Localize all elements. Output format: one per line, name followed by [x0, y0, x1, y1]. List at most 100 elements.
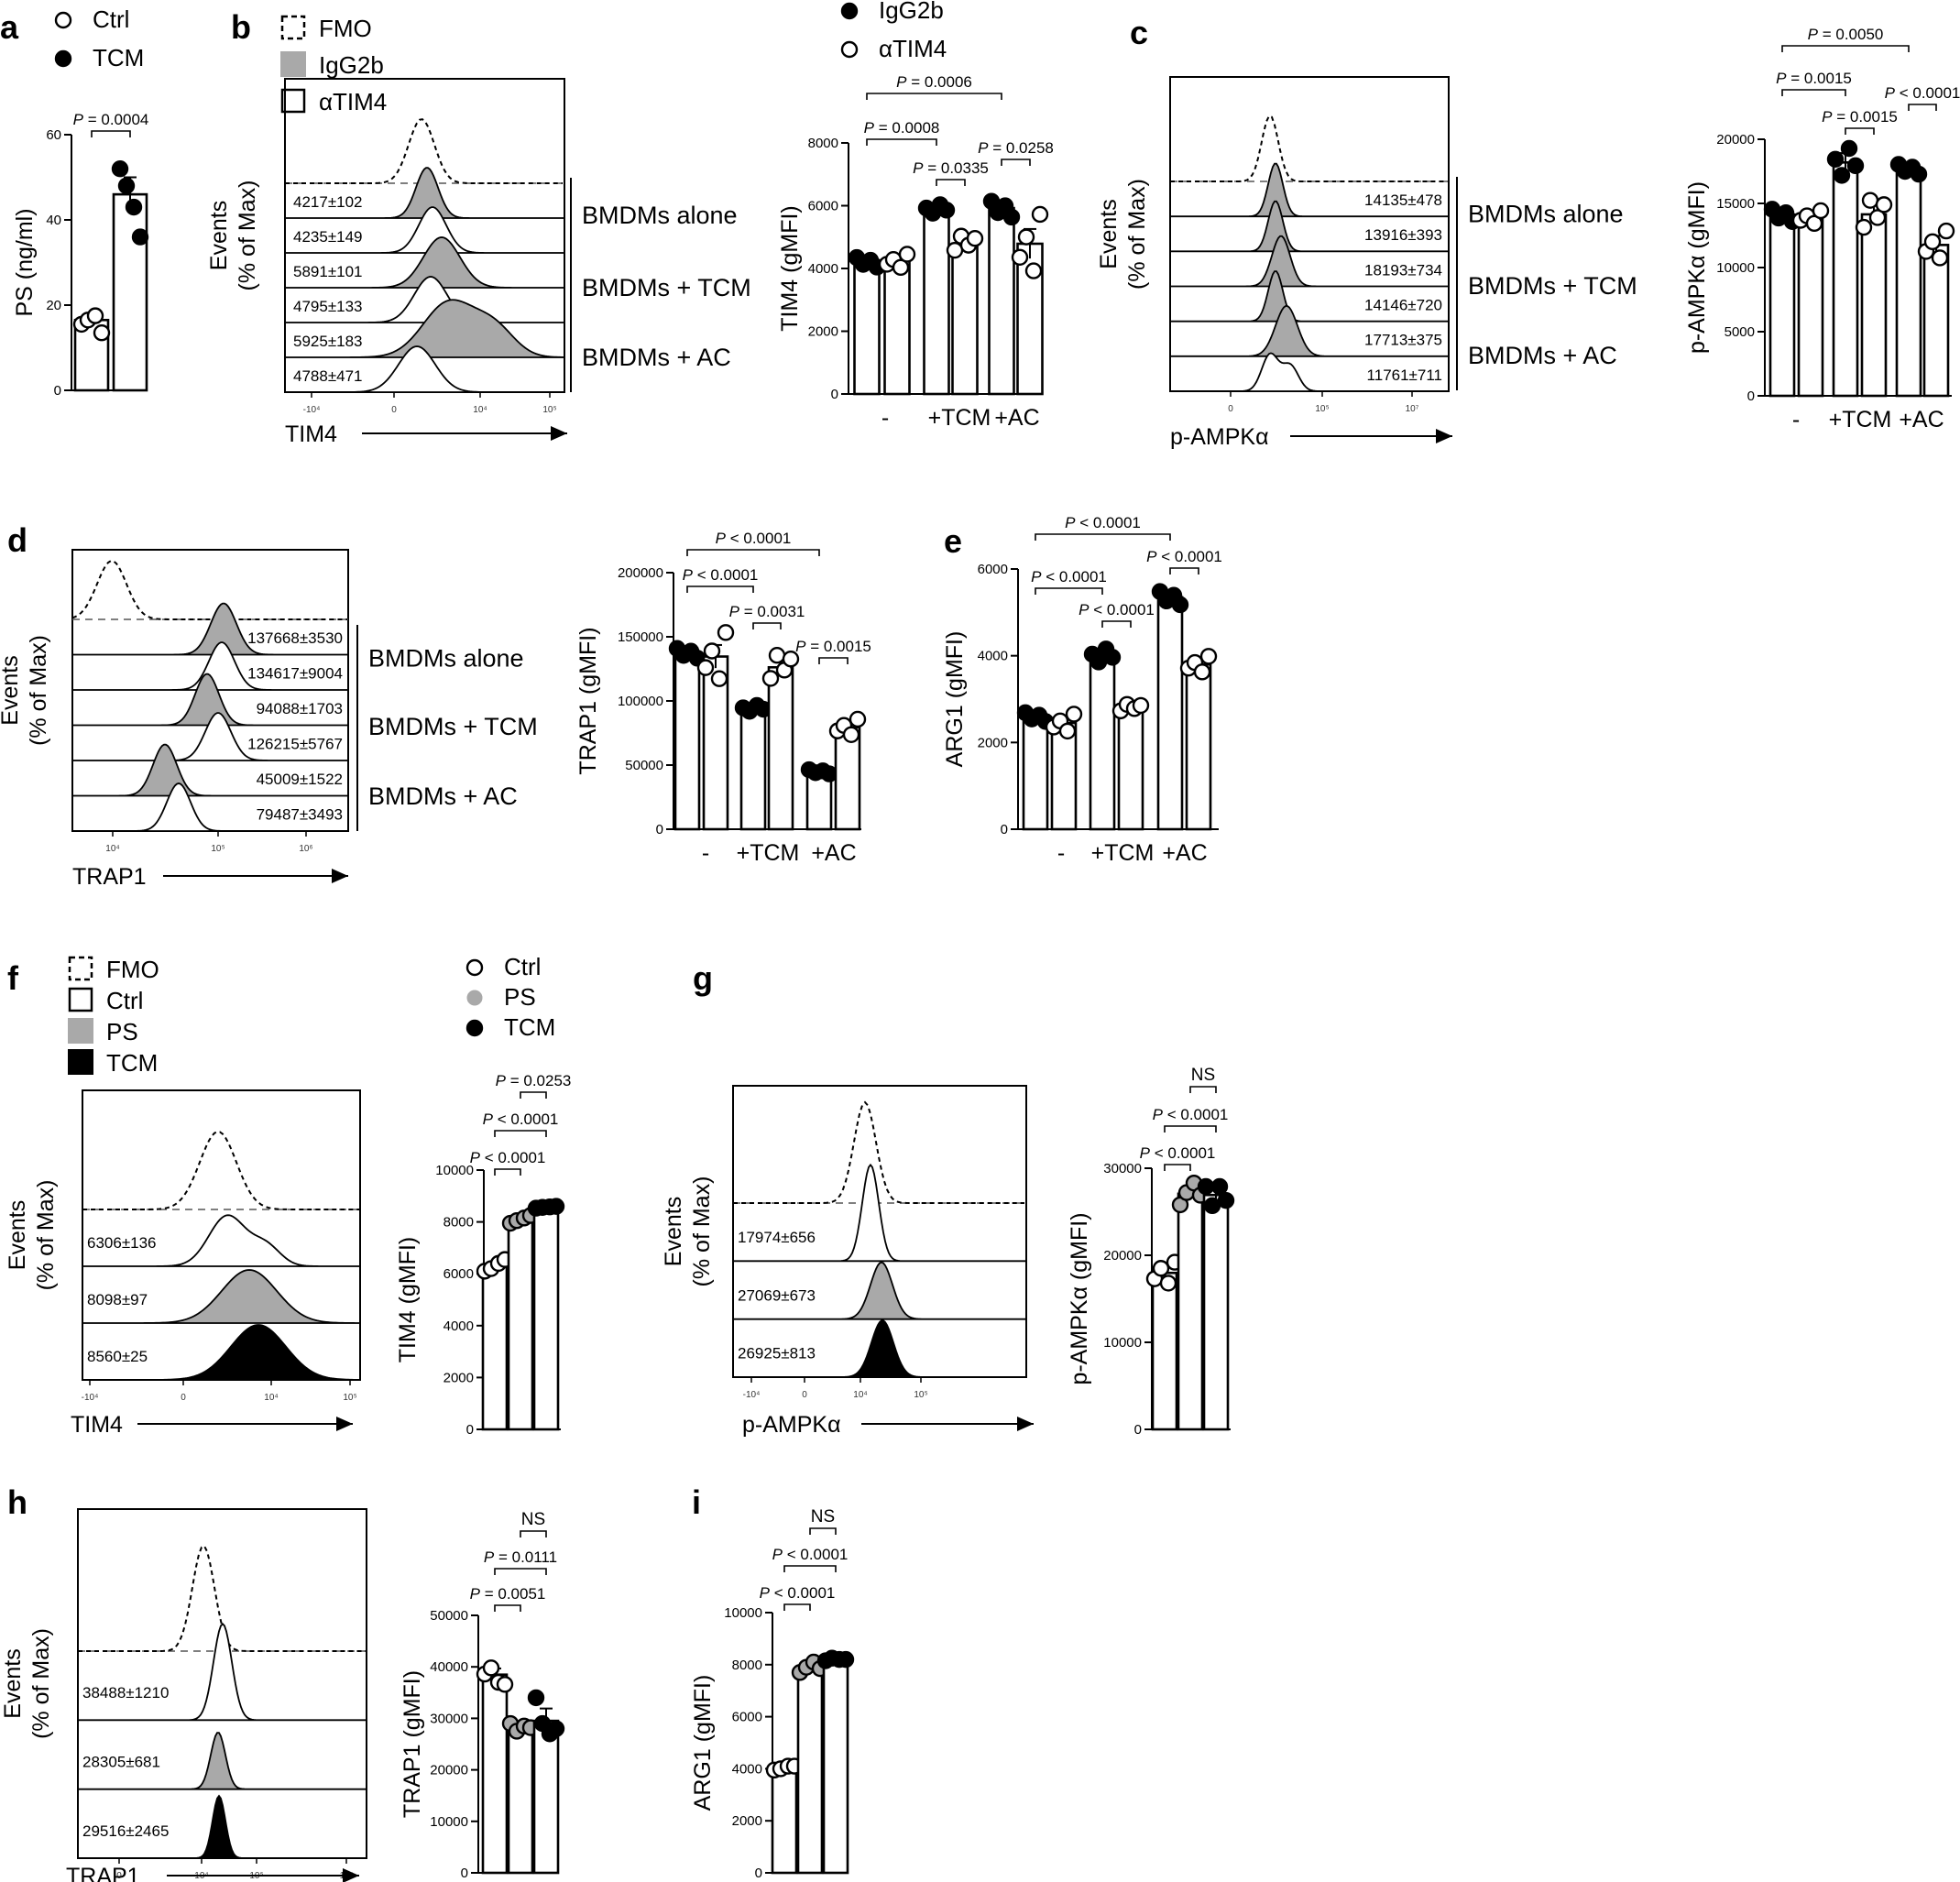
panel-label-c: c: [1130, 14, 1148, 51]
legend-marker: [280, 51, 306, 77]
x-tick-label: 10⁵: [542, 405, 556, 415]
mfi-value: 27069±673: [738, 1286, 816, 1304]
p-value-label: P = 0.0258: [978, 139, 1054, 157]
significance-bracket: [1908, 104, 1937, 111]
data-point: [1103, 649, 1122, 666]
histogram-curve: [285, 236, 564, 289]
mfi-value: 5925±183: [293, 333, 363, 350]
bar: [834, 726, 861, 831]
x-tick-label: 10⁴: [264, 1393, 278, 1403]
x-tick-label: +AC: [1162, 840, 1207, 866]
x-tick-label: 10⁵: [343, 1393, 356, 1403]
p-value-label: NS: [1191, 1066, 1215, 1085]
significance-bracket: [1189, 1086, 1217, 1093]
y-axis-label: (% of Max): [26, 635, 51, 746]
histogram-curve: [72, 782, 348, 832]
y-axis-label: TIM4 (gMFI): [395, 1237, 421, 1363]
significance-bracket: [783, 1603, 811, 1611]
legend-label: TCM: [504, 1013, 555, 1041]
group-label: BMDMs alone: [1468, 201, 1624, 228]
legend-marker: [54, 11, 72, 29]
significance-bracket: [1781, 89, 1846, 96]
x-tick-label: 10⁴: [853, 1390, 867, 1400]
data-point: [1159, 1275, 1177, 1292]
y-tick-label: 6000: [808, 199, 838, 214]
data-point: [966, 230, 984, 247]
y-tick-label: 0: [831, 387, 838, 402]
bar: [1922, 244, 1950, 398]
x-tick-label: 10⁴: [105, 844, 119, 854]
y-tick-label: 8000: [443, 1215, 474, 1231]
histogram-curve: [1170, 200, 1449, 253]
panel-label-f: f: [7, 959, 19, 997]
histogram-curve: [1170, 235, 1449, 288]
y-axis-label: TRAP1 (gMFI): [575, 627, 601, 774]
x-tick-label: -: [1792, 407, 1800, 432]
legend-marker: [465, 1019, 484, 1037]
fmo-curve: [1170, 115, 1448, 182]
x-tick-label: -: [1057, 840, 1065, 866]
panel-label-b: b: [231, 8, 251, 46]
fmo-curve: [71, 560, 347, 620]
data-point: [1058, 722, 1077, 740]
x-tick-label: +TCM: [1091, 840, 1155, 866]
p-value-label: P = 0.0015: [1822, 108, 1898, 126]
significance-bracket: [1781, 45, 1910, 52]
p-value-label: P < 0.0001: [1146, 548, 1222, 565]
data-point: [1011, 248, 1029, 267]
bar: [1151, 1271, 1178, 1431]
y-tick-label: 60: [46, 127, 61, 143]
legend-marker: [465, 958, 484, 977]
bar: [1202, 1193, 1230, 1431]
significance-bracket: [866, 138, 937, 146]
p-value-label: P < 0.0001: [716, 530, 792, 547]
data-point: [946, 241, 964, 259]
legend-label: Ctrl: [106, 987, 143, 1014]
panel-label-h: h: [7, 1483, 27, 1521]
arrow-head: [332, 869, 348, 883]
data-point: [1152, 1260, 1170, 1277]
y-tick-label: 0: [54, 383, 61, 399]
legend-marker: [54, 49, 72, 68]
significance-bracket: [520, 1091, 547, 1099]
data-point: [496, 1676, 514, 1693]
mfi-value: 17974±656: [738, 1229, 816, 1246]
mfi-value: 4788±471: [293, 367, 363, 385]
x-tick-label: 0: [116, 1871, 122, 1881]
bar: [951, 242, 979, 396]
x-tick-label: 10⁷: [1406, 404, 1419, 414]
y-axis-label: Events: [661, 1197, 686, 1266]
y-tick-label: 6000: [978, 562, 1008, 577]
y-tick-label: 6000: [732, 1710, 762, 1725]
histogram-curve: [72, 712, 348, 761]
panel-label-i: i: [692, 1483, 701, 1521]
y-axis-label: PS (ng/ml): [12, 208, 38, 316]
panel-label-a: a: [0, 8, 19, 46]
y-tick-label: 10000: [1716, 260, 1755, 276]
mfi-value: 79487±3493: [257, 806, 343, 824]
mfi-value: 8098±97: [87, 1291, 148, 1308]
arrow-head: [1436, 429, 1452, 443]
data-point: [1833, 167, 1851, 184]
x-tick-label: 0: [181, 1393, 186, 1403]
p-value-label: P = 0.0051: [470, 1585, 546, 1603]
x-axis-label: TIM4: [71, 1412, 123, 1438]
y-tick-label: 8000: [808, 136, 838, 151]
data-point: [1171, 596, 1189, 614]
x-axis-label: p-AMPKα: [742, 1412, 841, 1438]
significance-bracket: [1035, 587, 1103, 595]
significance-bracket: [494, 1168, 521, 1176]
p-value-label: P = 0.0253: [496, 1072, 572, 1089]
y-tick-label: 15000: [1716, 196, 1755, 212]
data-point: [892, 258, 910, 277]
panel-label-d: d: [7, 521, 27, 559]
x-axis-label: p-AMPKα: [1170, 424, 1269, 450]
bar: [805, 770, 833, 831]
data-point: [1826, 150, 1845, 168]
histogram-curve: [72, 673, 348, 727]
y-axis-label: Events: [5, 1200, 30, 1270]
mfi-value: 38488±1210: [82, 1684, 169, 1701]
fmo-curve: [285, 118, 563, 184]
y-tick-label: 20: [46, 298, 61, 313]
p-value-label: P < 0.0001: [1153, 1106, 1229, 1123]
